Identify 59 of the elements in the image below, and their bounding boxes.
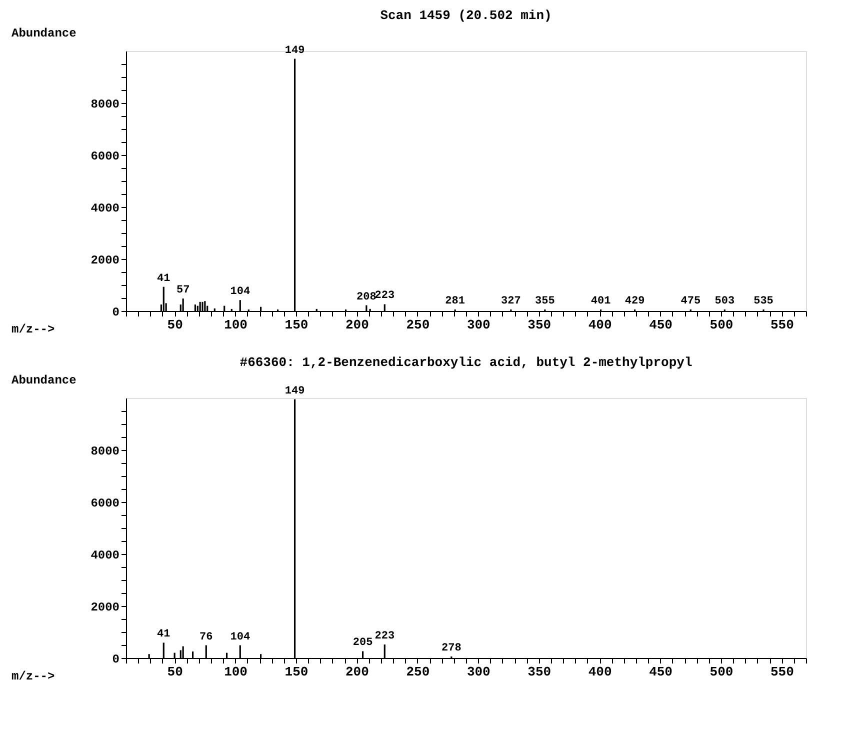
x-tick-label: 50 — [167, 664, 184, 680]
x-tick-label: 450 — [649, 318, 673, 332]
annotation: 104 — [230, 631, 250, 644]
chart-title: #66360: 1,2-Benzenedicarboxylic acid, butyl 2-methylpropyl — [240, 355, 692, 370]
annotation: 475 — [680, 295, 701, 308]
x-tick-label: 100 — [224, 318, 248, 332]
x-tick-label: 500 — [710, 318, 734, 332]
annotation: 535 — [754, 295, 774, 308]
annotation: 223 — [374, 630, 395, 642]
x-tick-label: 400 — [588, 664, 612, 680]
annotation: 41 — [157, 272, 171, 285]
y-tick-label: 8000 — [90, 98, 120, 112]
annotation: 327 — [501, 295, 521, 308]
x-tick-label: 350 — [528, 318, 552, 332]
annotation: 429 — [624, 295, 645, 308]
annotation: 281 — [445, 295, 466, 308]
x-tick-label: 150 — [284, 664, 308, 680]
annotation: 41 — [157, 628, 171, 641]
x-tick-label: 550 — [770, 318, 794, 332]
x-tick-label: 300 — [466, 318, 491, 332]
x-axis-title: m/z--> — [12, 670, 55, 684]
x-tick-label: 500 — [710, 664, 734, 680]
x-tick-label: 150 — [284, 318, 308, 332]
chart-title: Scan 1459 (20.502 min) — [380, 8, 552, 23]
y-axis-title: Abundance — [12, 374, 76, 388]
annotation: 223 — [374, 290, 395, 302]
x-tick-label: 300 — [466, 664, 491, 680]
y-tick-label: 0 — [112, 306, 120, 320]
x-tick-label: 50 — [167, 318, 184, 332]
y-tick-label: 6000 — [90, 496, 120, 510]
x-tick-label: 250 — [406, 318, 430, 332]
x-tick-label: 200 — [346, 664, 370, 680]
x-tick-label: 250 — [406, 664, 430, 680]
annotation: 149 — [284, 44, 305, 57]
x-tick-label: 400 — [588, 318, 612, 332]
y-tick-label: 4000 — [90, 548, 120, 562]
x-tick-label: 100 — [224, 664, 248, 680]
x-tick-label: 200 — [346, 318, 370, 332]
annotation: 149 — [284, 385, 305, 398]
y-axis-title: Abundance — [12, 26, 76, 40]
annotation: 355 — [535, 295, 556, 308]
x-tick-label: 350 — [528, 664, 552, 680]
y-tick-label: 0 — [112, 652, 120, 666]
annotation: 76 — [200, 631, 213, 644]
annotation: 57 — [176, 284, 190, 297]
annotation: 401 — [590, 295, 612, 308]
annotation: 278 — [442, 642, 462, 654]
y-tick-label: 2000 — [90, 600, 120, 614]
y-tick-label: 4000 — [90, 202, 120, 216]
x-tick-label: 550 — [770, 664, 794, 680]
annotation: 208 — [356, 291, 377, 304]
x-axis-title: m/z--> — [12, 322, 55, 336]
y-tick-label: 2000 — [90, 254, 120, 268]
y-tick-label: 8000 — [90, 444, 120, 458]
annotation: 503 — [714, 295, 735, 308]
annotation: 104 — [230, 286, 250, 298]
y-tick-label: 6000 — [90, 150, 120, 164]
annotation: 205 — [352, 637, 374, 650]
x-tick-label: 450 — [649, 664, 673, 680]
